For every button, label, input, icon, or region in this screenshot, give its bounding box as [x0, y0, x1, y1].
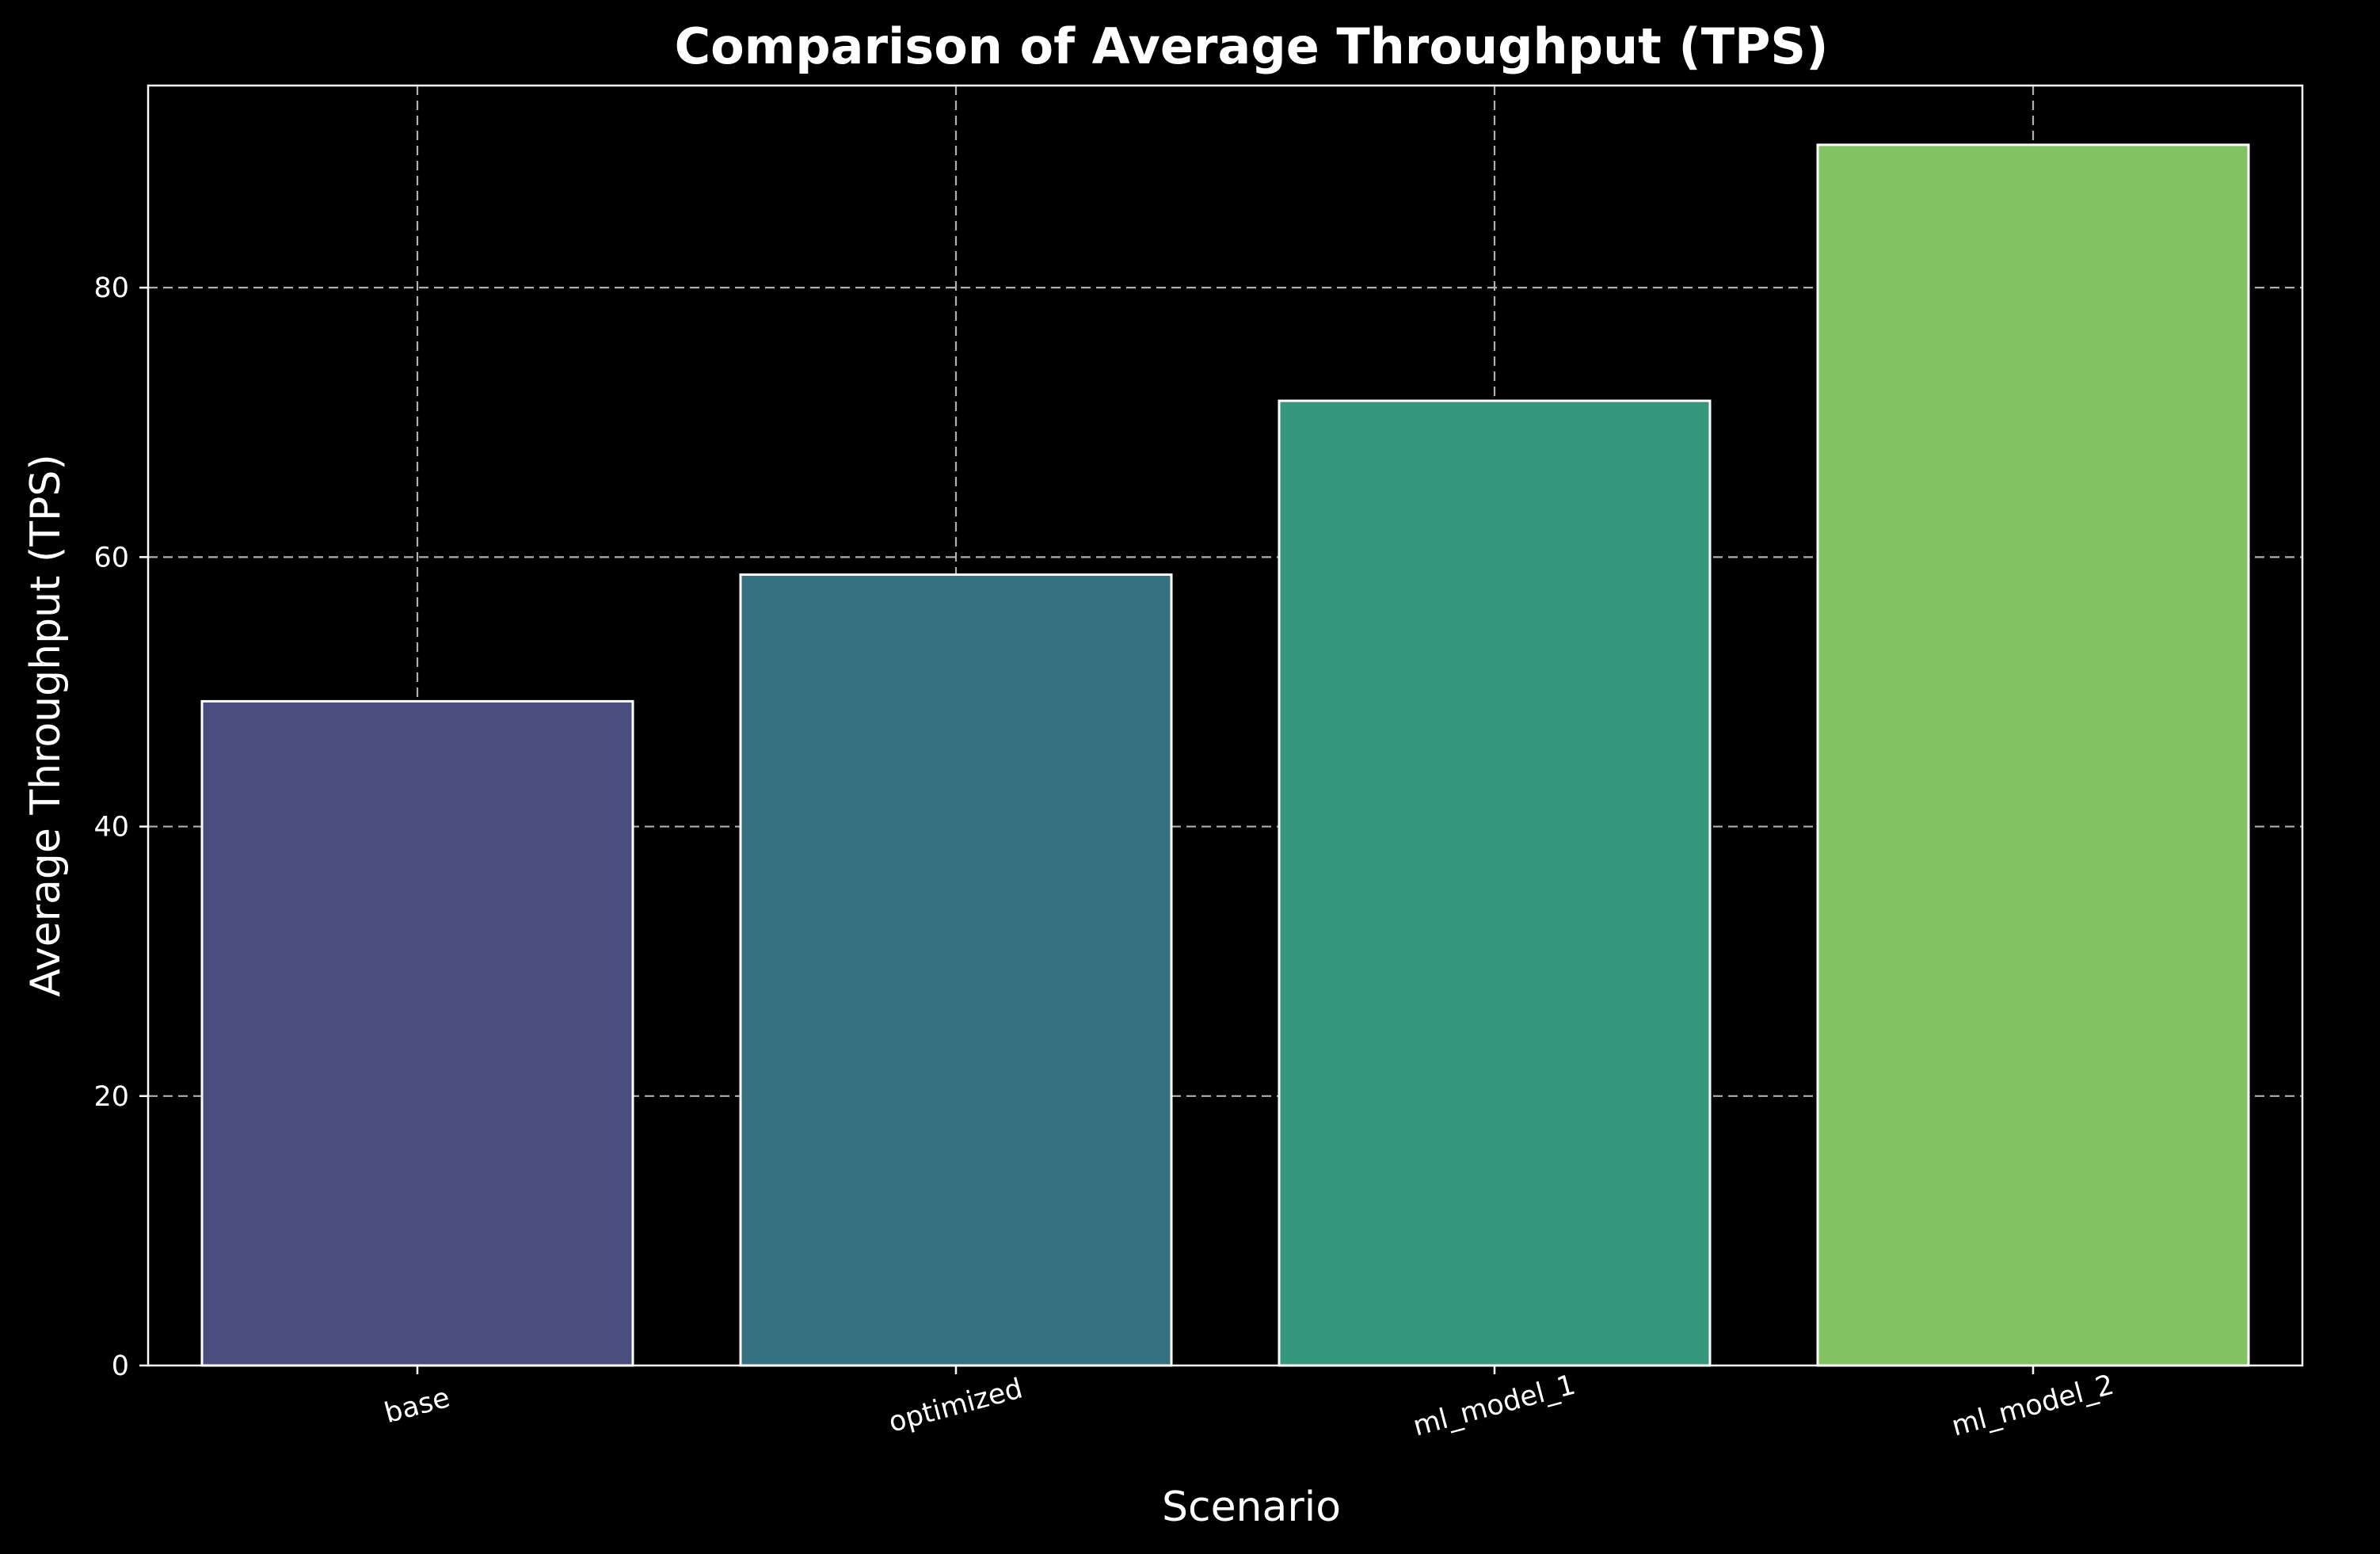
x-tick-label: ml_model_2 — [1948, 1369, 2117, 1443]
y-tick-label: 0 — [112, 1350, 129, 1382]
x-axis-ticks: base optimized ml_model_1 ml_model_2 — [381, 1365, 2117, 1443]
x-tick-label: optimized — [885, 1373, 1026, 1438]
y-tick-label: 20 — [93, 1081, 129, 1113]
bar-base — [200, 699, 634, 1367]
x-tick-label: ml_model_1 — [1410, 1369, 1578, 1443]
y-tick-label: 60 — [93, 542, 129, 573]
bar-ml-model-2 — [1816, 143, 2250, 1367]
y-axis-ticks: 0 20 40 60 80 — [93, 272, 148, 1382]
bars — [200, 143, 2250, 1367]
plot-frame — [147, 84, 2304, 1367]
chart-title: Comparison of Average Throughput (TPS) — [675, 17, 1829, 75]
bar-ml-model-1 — [1278, 399, 1712, 1367]
y-tick-label: 40 — [93, 812, 129, 844]
x-tick-label: base — [381, 1382, 453, 1430]
y-tick-label: 80 — [93, 272, 129, 304]
bar-optimized — [739, 573, 1173, 1367]
y-axis-label: Average Throughput (TPS) — [22, 454, 70, 996]
x-axis-label: Scenario — [1162, 1484, 1341, 1531]
